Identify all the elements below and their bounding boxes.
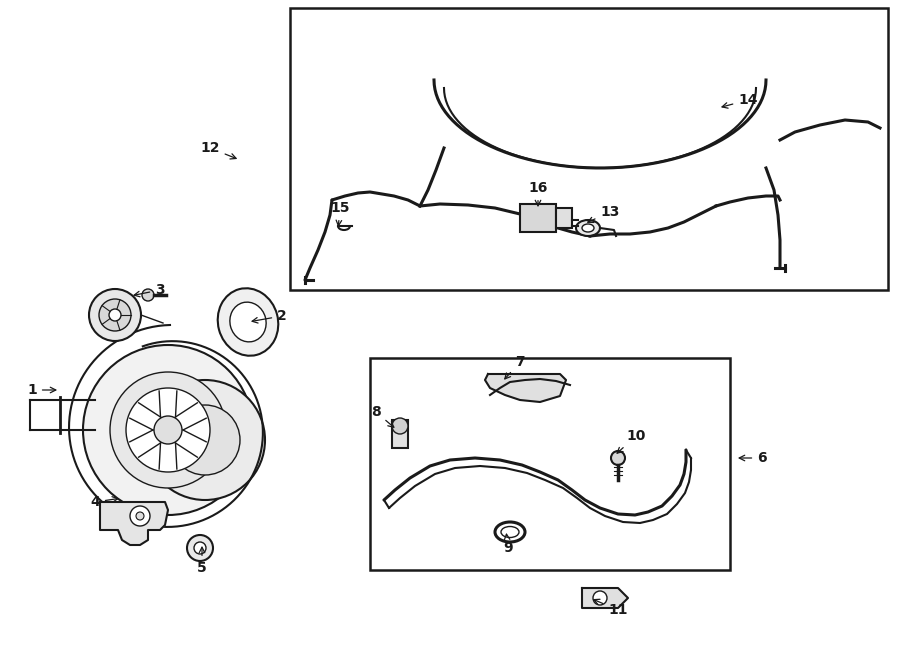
Circle shape <box>392 418 408 434</box>
Circle shape <box>110 372 226 488</box>
Text: 13: 13 <box>588 205 620 222</box>
Text: 8: 8 <box>371 405 394 427</box>
Circle shape <box>187 535 213 561</box>
Ellipse shape <box>230 302 266 342</box>
Circle shape <box>142 289 154 301</box>
Bar <box>290 8 888 290</box>
Text: 5: 5 <box>197 547 207 575</box>
Text: 15: 15 <box>330 201 350 226</box>
Text: 9: 9 <box>503 534 513 555</box>
Bar <box>556 208 572 228</box>
Circle shape <box>136 512 144 520</box>
Polygon shape <box>100 502 168 545</box>
Text: 12: 12 <box>200 141 236 159</box>
Ellipse shape <box>501 526 519 538</box>
Text: 10: 10 <box>617 429 645 453</box>
Circle shape <box>89 289 141 341</box>
Text: 2: 2 <box>252 309 287 323</box>
Ellipse shape <box>582 224 594 232</box>
Bar <box>520 204 556 232</box>
Circle shape <box>593 591 607 605</box>
Bar <box>370 358 730 570</box>
Circle shape <box>154 416 182 444</box>
Circle shape <box>109 309 121 321</box>
Ellipse shape <box>218 288 278 355</box>
Bar <box>392 420 408 448</box>
Circle shape <box>99 299 131 331</box>
Circle shape <box>194 542 206 554</box>
Text: 1: 1 <box>27 383 56 397</box>
Ellipse shape <box>495 522 525 542</box>
Text: 6: 6 <box>739 451 767 465</box>
Circle shape <box>611 451 625 465</box>
Polygon shape <box>582 588 628 608</box>
Text: 16: 16 <box>528 181 548 206</box>
Text: 7: 7 <box>505 355 525 379</box>
Circle shape <box>130 506 150 526</box>
Text: 14: 14 <box>722 93 758 108</box>
Text: 4: 4 <box>90 495 118 509</box>
Circle shape <box>83 345 253 515</box>
Ellipse shape <box>576 220 600 236</box>
Polygon shape <box>485 374 566 402</box>
Circle shape <box>126 388 210 472</box>
Circle shape <box>170 405 240 475</box>
Text: 3: 3 <box>134 283 165 297</box>
Circle shape <box>145 380 265 500</box>
Text: 11: 11 <box>594 599 628 617</box>
